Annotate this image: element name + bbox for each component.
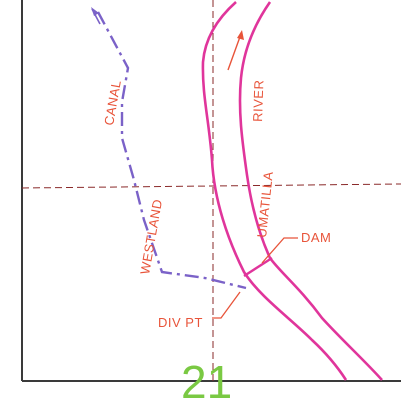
- umatilla-label: UMATILLA: [254, 171, 276, 239]
- label-leaders: [212, 237, 298, 319]
- div-pt-label: DIV PT: [158, 315, 203, 330]
- grid-horizontal: [21, 183, 401, 189]
- canal-path: [96, 11, 247, 290]
- section-number: 21: [181, 356, 232, 408]
- dam-leader: [261, 237, 298, 264]
- arrow-up-right-icon: [227, 30, 244, 71]
- div-pt-leader: [212, 291, 241, 319]
- westland-canal: [96, 11, 247, 290]
- canal-label: CANAL: [101, 79, 124, 127]
- section-border: [21, 0, 401, 382]
- arrow-up-left-icon: [91, 7, 101, 25]
- quarter-grid: [21, 0, 401, 381]
- dam-label: DAM: [301, 230, 331, 245]
- dam-structure: [243, 256, 273, 278]
- river-label: RIVER: [250, 79, 266, 122]
- river-bank-west: [201, 1, 348, 381]
- river-bank-east: [238, 1, 383, 381]
- umatilla-river: [201, 1, 383, 381]
